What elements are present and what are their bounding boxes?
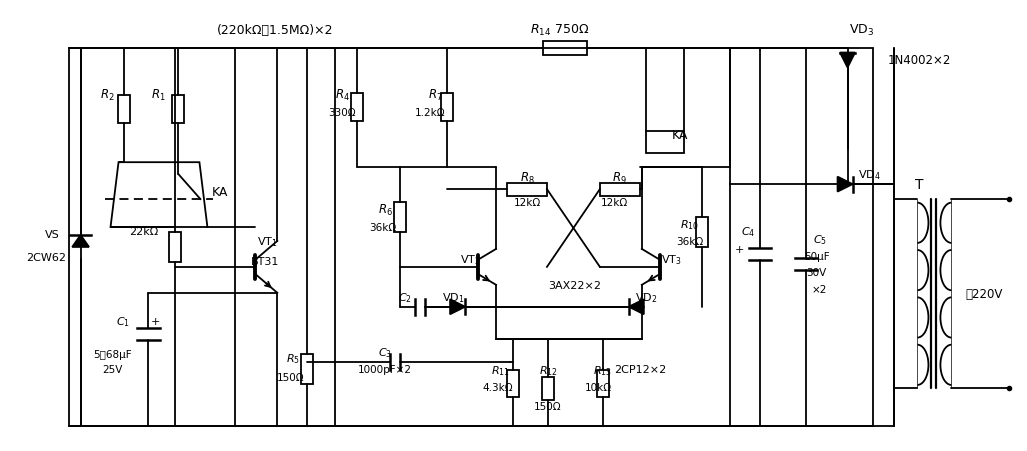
Bar	[69, 48, 873, 427]
Bar	[507, 370, 519, 398]
Text: 2CW62: 2CW62	[26, 253, 66, 262]
Text: $R_2$: $R_2$	[101, 87, 115, 103]
Text: 25V: 25V	[103, 364, 123, 374]
Text: T: T	[915, 178, 923, 192]
Text: $R_7$: $R_7$	[428, 87, 443, 103]
Text: $C_1$: $C_1$	[115, 314, 129, 328]
Polygon shape	[840, 53, 855, 69]
Text: $C_2$: $C_2$	[398, 290, 412, 304]
Text: KA: KA	[213, 185, 229, 198]
Text: 36kΩ: 36kΩ	[676, 236, 703, 246]
Text: 10kΩ: 10kΩ	[584, 382, 611, 391]
Bar	[173, 96, 185, 124]
Bar	[394, 202, 406, 232]
Text: ×2: ×2	[812, 284, 828, 294]
Bar	[695, 217, 708, 248]
Text: $R_8$: $R_8$	[520, 170, 534, 185]
Text: 3AX22×2: 3AX22×2	[548, 280, 602, 290]
Text: VD$_2$: VD$_2$	[635, 290, 657, 304]
Text: +: +	[151, 316, 160, 326]
Bar	[600, 183, 640, 196]
Text: $C_3$: $C_3$	[378, 345, 392, 359]
Bar	[169, 232, 182, 262]
Text: BT31: BT31	[252, 256, 279, 266]
Text: $R_{14}$ 750Ω: $R_{14}$ 750Ω	[530, 23, 589, 38]
Text: $R_1$: $R_1$	[151, 87, 165, 103]
Text: 50μF: 50μF	[804, 251, 830, 261]
Text: 1000pF×2: 1000pF×2	[358, 364, 412, 374]
Bar	[542, 377, 554, 400]
Text: 150Ω: 150Ω	[276, 372, 304, 382]
Text: $R_6$: $R_6$	[378, 202, 392, 217]
Text: 2CP12×2: 2CP12×2	[614, 364, 665, 374]
Bar	[543, 41, 586, 55]
Bar	[646, 132, 684, 154]
Text: (220kΩ～1.5MΩ)×2: (220kΩ～1.5MΩ)×2	[217, 24, 334, 37]
Text: VD$_3$: VD$_3$	[849, 23, 874, 38]
Text: $R_{12}$: $R_{12}$	[538, 364, 558, 377]
Text: 12kΩ: 12kΩ	[601, 198, 629, 207]
Polygon shape	[838, 177, 852, 192]
Text: KA: KA	[672, 129, 688, 142]
Text: ～220V: ～220V	[965, 288, 1003, 301]
Text: 36kΩ: 36kΩ	[370, 222, 396, 232]
Text: $R_9$: $R_9$	[612, 170, 627, 185]
Text: VD$_4$: VD$_4$	[859, 168, 881, 182]
Polygon shape	[450, 299, 465, 314]
Text: $R_{13}$: $R_{13}$	[594, 364, 612, 377]
Text: 5～68μF: 5～68μF	[93, 349, 131, 359]
Text: $R_{10}$: $R_{10}$	[680, 218, 699, 231]
Text: VD$_1$: VD$_1$	[442, 290, 464, 304]
Text: $R_5$: $R_5$	[287, 352, 300, 366]
Text: $C_4$: $C_4$	[740, 225, 755, 238]
Polygon shape	[72, 235, 89, 248]
Bar	[351, 94, 364, 122]
Text: 1.2kΩ: 1.2kΩ	[415, 108, 446, 118]
Text: 1N4002×2: 1N4002×2	[887, 54, 951, 67]
Text: VT$_2$: VT$_2$	[460, 253, 481, 266]
Text: VT$_1$: VT$_1$	[257, 235, 277, 249]
Text: 30V: 30V	[806, 267, 827, 277]
Bar	[301, 354, 313, 384]
Text: $C_5$: $C_5$	[812, 233, 827, 246]
Text: 12kΩ: 12kΩ	[514, 198, 540, 207]
Text: $R_4$: $R_4$	[335, 87, 350, 103]
Text: +: +	[735, 244, 745, 254]
Bar	[507, 183, 547, 196]
Bar	[597, 370, 609, 398]
Bar	[117, 96, 129, 124]
Text: 22kΩ: 22kΩ	[128, 226, 158, 236]
Text: 4.3kΩ: 4.3kΩ	[483, 382, 514, 391]
Text: 330Ω: 330Ω	[329, 108, 356, 118]
Text: VT$_3$: VT$_3$	[661, 253, 682, 266]
Text: $R_{11}$: $R_{11}$	[491, 364, 509, 377]
Polygon shape	[629, 299, 644, 314]
Text: 150Ω: 150Ω	[534, 401, 562, 411]
Text: VS: VS	[45, 230, 60, 239]
Bar	[442, 94, 453, 122]
